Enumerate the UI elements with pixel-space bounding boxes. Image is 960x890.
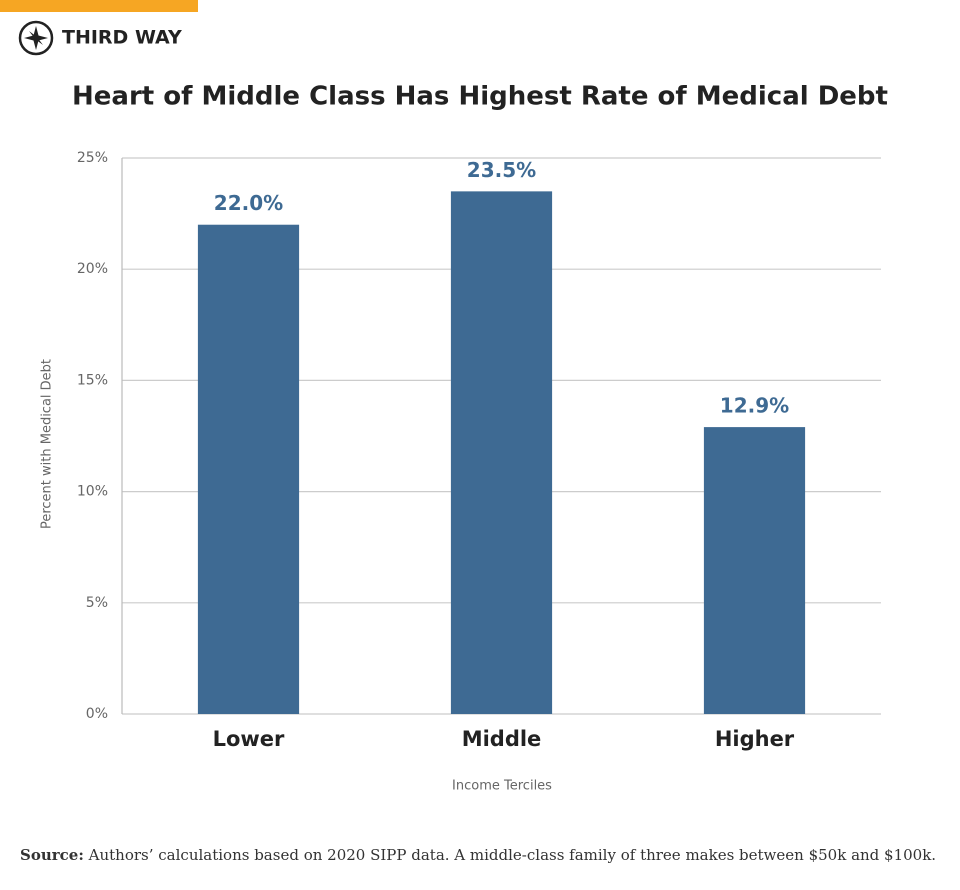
x-tick-label: Higher xyxy=(715,727,795,751)
source: Source: Authors’ calculations based on 2… xyxy=(20,846,936,864)
y-tick-label: 5% xyxy=(86,595,108,611)
x-tick-label: Middle xyxy=(462,727,542,751)
brand-stripe xyxy=(0,0,198,12)
y-tick-label: 0% xyxy=(86,706,108,722)
source-label: Source: xyxy=(20,846,84,864)
source-text: Authors’ calculations based on 2020 SIPP… xyxy=(88,846,936,864)
chart-title: Heart of Middle Class Has Highest Rate o… xyxy=(72,82,888,112)
y-axis-label: Percent with Medical Debt xyxy=(40,359,55,529)
y-tick-label: 10% xyxy=(77,484,108,500)
x-tick-label: Lower xyxy=(213,727,285,751)
bar xyxy=(450,191,553,715)
value-label: 22.0% xyxy=(214,191,283,215)
y-tick-label: 25% xyxy=(77,150,108,166)
brand: THIRD WAY xyxy=(62,27,182,49)
bar xyxy=(703,427,806,714)
y-tick-label: 15% xyxy=(77,372,108,388)
logo xyxy=(18,20,54,56)
y-tick-label: 20% xyxy=(77,261,108,277)
value-label: 12.9% xyxy=(720,394,789,418)
value-label: 23.5% xyxy=(467,158,536,182)
bar xyxy=(197,224,300,714)
x-axis-label: Income Terciles xyxy=(452,779,552,794)
